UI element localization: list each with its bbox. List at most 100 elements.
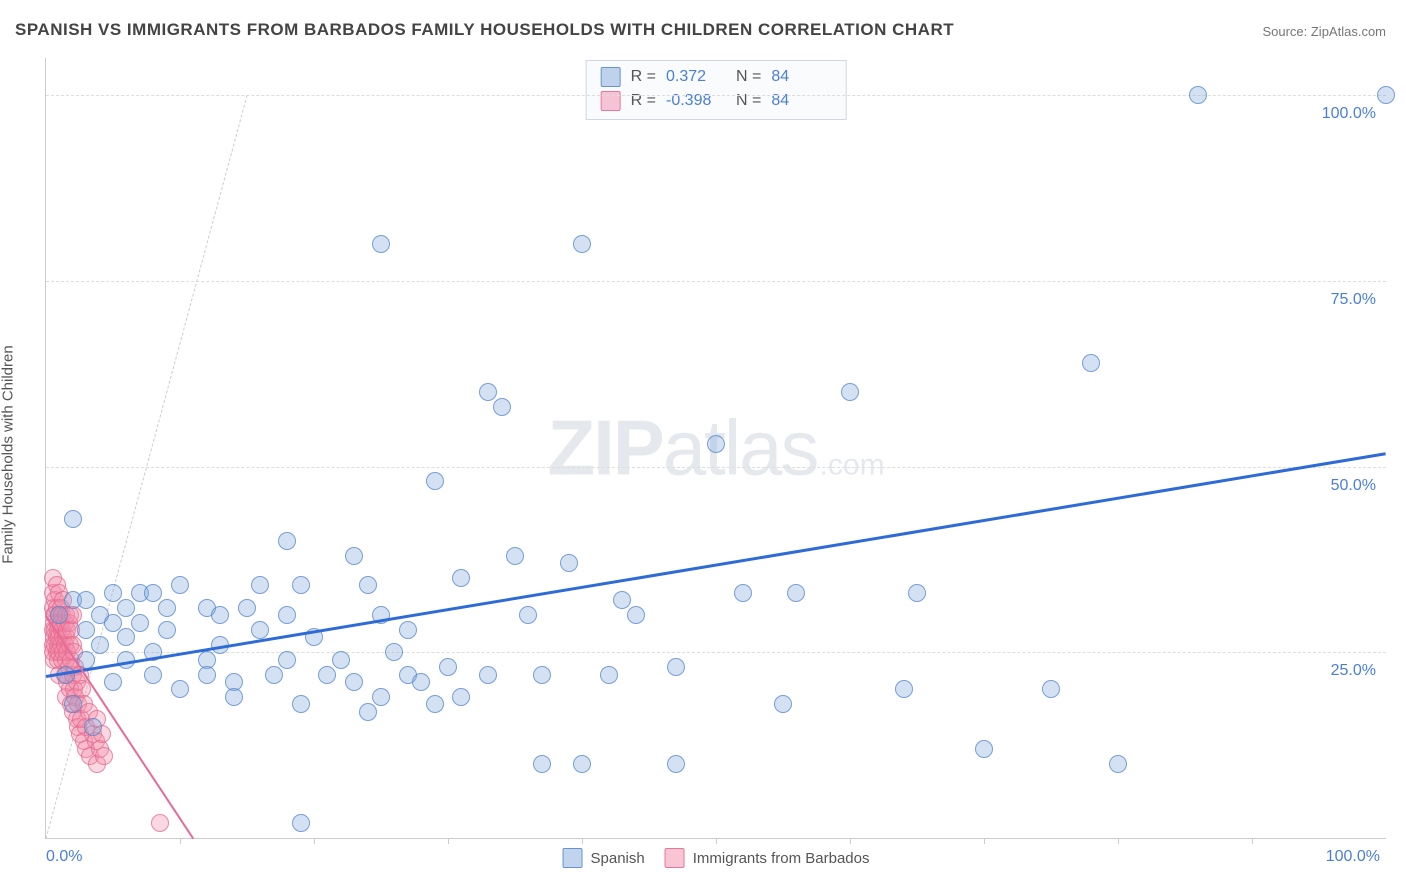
data-point-blue: [64, 695, 82, 713]
n-value-blue: 84: [771, 65, 831, 89]
watermark-atlas: atlas: [663, 404, 818, 492]
data-point-blue: [84, 718, 102, 736]
data-point-blue: [292, 695, 310, 713]
x-axis-min-label: 0.0%: [46, 848, 82, 866]
data-point-blue: [493, 398, 511, 416]
data-point-blue: [1082, 354, 1100, 372]
data-point-blue: [412, 673, 430, 691]
correlation-legend: R = 0.372 N = 84 R = -0.398 N = 84: [586, 60, 847, 120]
source-attribution: Source: ZipAtlas.com: [1262, 24, 1386, 39]
data-point-blue: [774, 695, 792, 713]
legend-label-blue: Spanish: [591, 850, 645, 867]
x-axis-max-label: 100.0%: [1326, 848, 1380, 866]
data-point-blue: [479, 666, 497, 684]
data-point-blue: [975, 740, 993, 758]
r-label: R =: [631, 89, 656, 113]
plot-area: ZIPatlas.com R = 0.372 N = 84 R = -0.398…: [45, 58, 1386, 839]
data-point-blue: [573, 755, 591, 773]
data-point-blue: [318, 666, 336, 684]
data-point-blue: [104, 673, 122, 691]
n-value-pink: 84: [771, 89, 831, 113]
y-tick-label: 75.0%: [1331, 291, 1376, 309]
legend-label-pink: Immigrants from Barbados: [693, 850, 870, 867]
data-point-blue: [171, 576, 189, 594]
x-tick: [850, 838, 851, 844]
correlation-row-blue: R = 0.372 N = 84: [601, 65, 832, 89]
r-label: R =: [631, 65, 656, 89]
y-axis-label: Family Households with Children: [0, 345, 17, 563]
data-point-blue: [131, 614, 149, 632]
data-point-blue: [667, 755, 685, 773]
data-point-blue: [359, 703, 377, 721]
x-tick: [716, 838, 717, 844]
trend-line-blue: [46, 452, 1386, 678]
data-point-blue: [144, 666, 162, 684]
data-point-blue: [104, 614, 122, 632]
swatch-blue-icon: [601, 67, 621, 87]
data-point-blue: [292, 576, 310, 594]
data-point-pink: [151, 814, 169, 832]
data-point-blue: [908, 584, 926, 602]
data-point-blue: [452, 569, 470, 587]
data-point-blue: [560, 554, 578, 572]
data-point-blue: [359, 576, 377, 594]
x-tick: [180, 838, 181, 844]
data-point-blue: [573, 235, 591, 253]
watermark-com: .com: [820, 449, 885, 482]
x-tick: [1252, 838, 1253, 844]
data-point-blue: [144, 584, 162, 602]
data-point-blue: [278, 606, 296, 624]
correlation-row-pink: R = -0.398 N = 84: [601, 89, 832, 113]
data-point-blue: [1042, 680, 1060, 698]
chart-container: { "title": "SPANISH VS IMMIGRANTS FROM B…: [0, 0, 1406, 892]
data-point-blue: [278, 651, 296, 669]
data-point-blue: [426, 472, 444, 490]
data-point-blue: [399, 621, 417, 639]
gridline: [46, 652, 1386, 653]
data-point-blue: [225, 688, 243, 706]
x-tick: [314, 838, 315, 844]
data-point-blue: [278, 532, 296, 550]
data-point-blue: [895, 680, 913, 698]
data-point-blue: [533, 666, 551, 684]
data-point-blue: [439, 658, 457, 676]
swatch-pink-icon: [601, 91, 621, 111]
data-point-blue: [332, 651, 350, 669]
gridline: [46, 281, 1386, 282]
data-point-blue: [613, 591, 631, 609]
x-tick: [448, 838, 449, 844]
swatch-blue-icon: [563, 848, 583, 868]
r-value-blue: 0.372: [666, 65, 726, 89]
data-point-blue: [91, 636, 109, 654]
swatch-pink-icon: [665, 848, 685, 868]
data-point-blue: [1189, 86, 1207, 104]
data-point-blue: [64, 510, 82, 528]
data-point-blue: [251, 621, 269, 639]
legend-item-pink: Immigrants from Barbados: [665, 848, 870, 868]
data-point-blue: [104, 584, 122, 602]
data-point-blue: [251, 576, 269, 594]
data-point-blue: [533, 755, 551, 773]
data-point-blue: [50, 606, 68, 624]
data-point-blue: [519, 606, 537, 624]
data-point-blue: [787, 584, 805, 602]
data-point-blue: [841, 383, 859, 401]
n-label: N =: [736, 65, 761, 89]
data-point-blue: [77, 621, 95, 639]
data-point-blue: [292, 814, 310, 832]
x-tick: [1118, 838, 1119, 844]
data-point-blue: [627, 606, 645, 624]
data-point-blue: [117, 628, 135, 646]
y-tick-label: 100.0%: [1322, 105, 1376, 123]
legend-item-blue: Spanish: [563, 848, 645, 868]
data-point-blue: [265, 666, 283, 684]
data-point-blue: [452, 688, 470, 706]
data-point-blue: [734, 584, 752, 602]
data-point-blue: [372, 235, 390, 253]
data-point-blue: [667, 658, 685, 676]
data-point-blue: [211, 606, 229, 624]
data-point-blue: [1109, 755, 1127, 773]
data-point-blue: [198, 666, 216, 684]
gridline: [46, 467, 1386, 468]
data-point-blue: [1377, 86, 1395, 104]
